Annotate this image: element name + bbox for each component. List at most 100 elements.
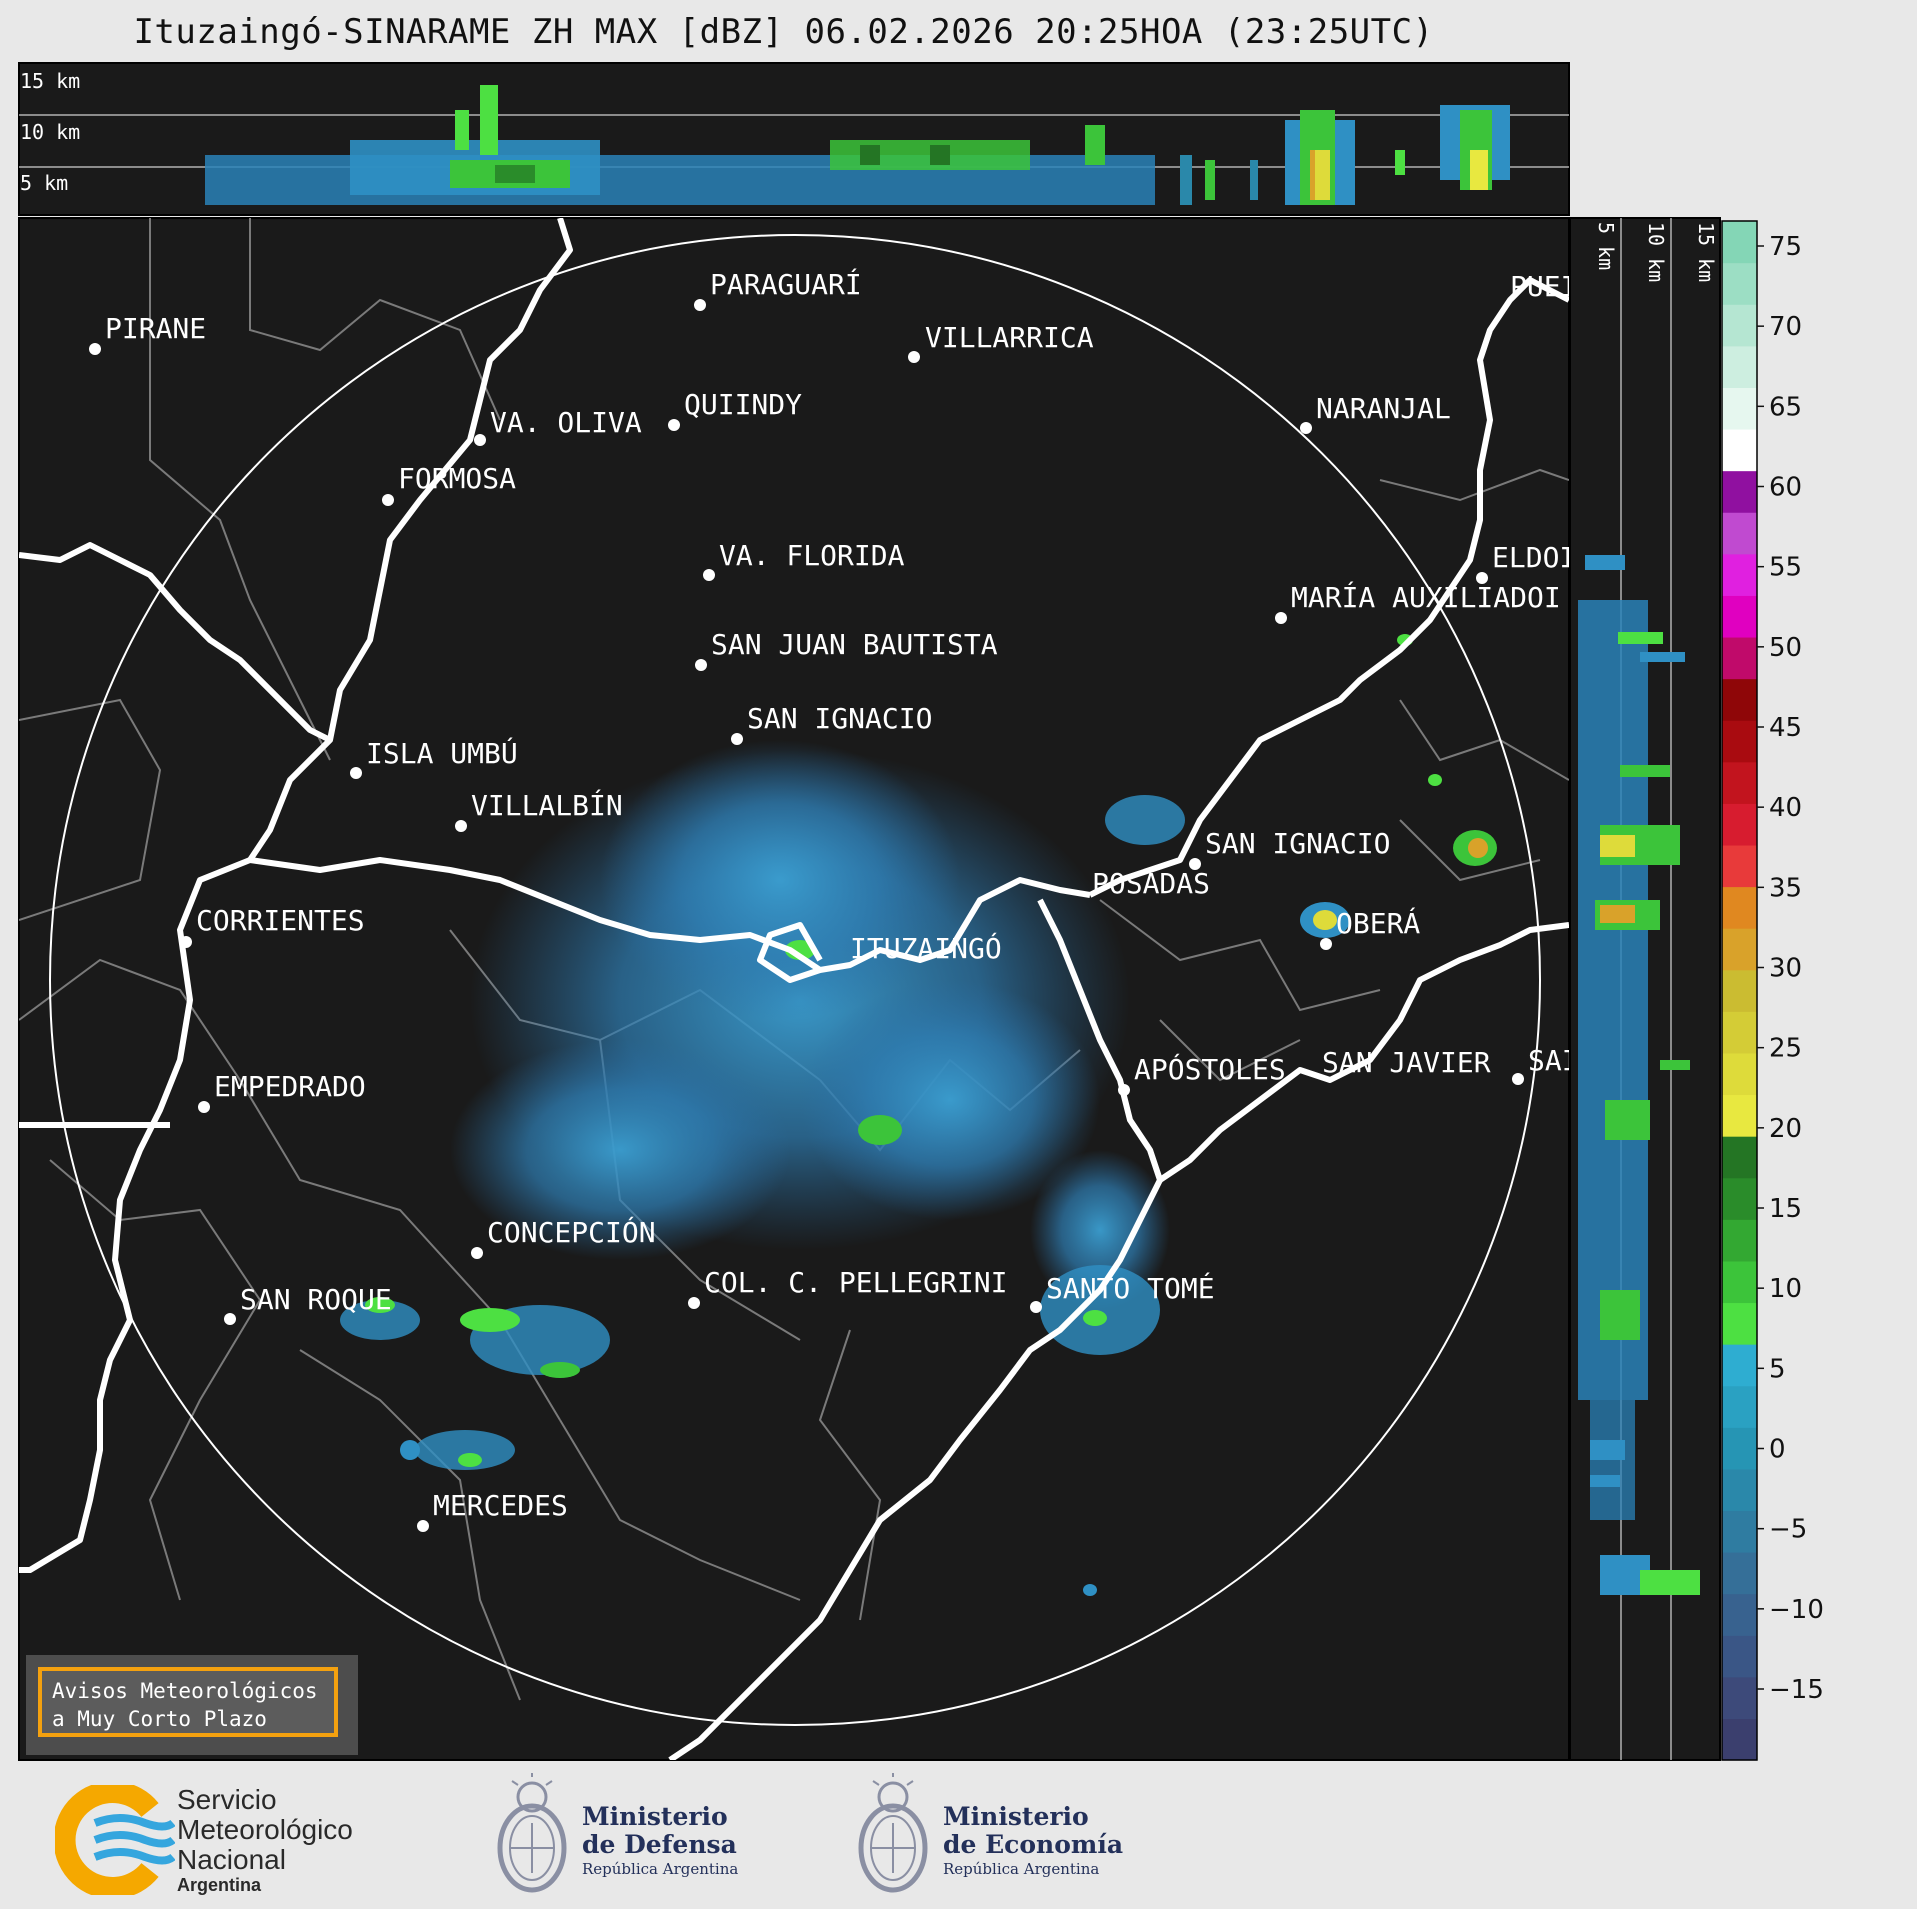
range-ring [49,234,1541,1726]
colorbar-swatch [1722,886,1757,929]
city-label: MARÍA AUXILIADOI [1291,580,1561,614]
colorbar-tick-label: 70 [1769,312,1802,342]
city-label: PUEI [1510,270,1577,303]
city-label: COL. C. PELLEGRINI [704,1266,1007,1299]
colorbar-tick-label: 20 [1769,1114,1802,1144]
city-marker [703,569,715,581]
colorbar-swatch [1722,1302,1757,1345]
city-marker [1118,1084,1130,1096]
city-marker [1275,612,1287,624]
city-marker [89,343,101,355]
city-label: PIRANE [105,312,206,345]
colorbar-swatch [1722,1385,1757,1428]
warning-line-2: a Muy Corto Plazo [52,1707,267,1731]
colorbar-swatch [1722,1468,1757,1512]
city-marker [180,936,192,948]
colorbar-tick-label: 55 [1769,553,1802,583]
city-label: SAN JUAN BAUTISTA [711,628,998,661]
city-marker [1189,858,1201,870]
defensa-line-1: Ministerio [582,1802,728,1831]
city-marker [1320,938,1332,950]
top-profile-label-15km: 15 km [20,69,80,93]
footer-logos: Servicio Meteorológico Nacional Argentin… [0,1765,1917,1909]
colorbar-swatch [1722,1344,1757,1387]
city-label: CORRIENTES [196,904,365,937]
city-label: SAN JAVIER [1322,1046,1491,1079]
city-label: SAN ROQUE [240,1283,392,1316]
city-markers: PIRANE PARAGUARÍ VILLARRICA QUIINDY VA. … [89,267,1579,1532]
province-borders [19,218,1569,1701]
city-label: POSADAS [1092,867,1210,900]
warning-box[interactable]: Avisos Meteorológicos a Muy Corto Plazo [26,1655,358,1755]
city-marker [1512,1073,1524,1085]
warning-button[interactable]: Avisos Meteorológicos a Muy Corto Plazo [38,1667,338,1737]
city-label: APÓSTOLES [1134,1052,1286,1086]
colorbar-tick-label: 60 [1769,473,1802,503]
city-marker [382,494,394,506]
international-borders [19,218,1569,1760]
city-marker [417,1520,429,1532]
colorbar-tick-label: −15 [1769,1675,1824,1705]
city-marker [731,733,743,745]
colorbar-tick-label: 15 [1769,1194,1802,1224]
colorbar-tick-label: 0 [1769,1435,1786,1465]
smn-logo: Servicio Meteorológico Nacional Argentin… [53,1781,353,1899]
colorbar-tick-label: 50 [1769,633,1802,663]
city-label: NARANJAL [1316,392,1451,425]
city-marker [1300,422,1312,434]
smn-line-3: Nacional [177,1844,286,1875]
colorbar-tick-label: 75 [1769,232,1802,262]
city-label: CONCEPCIÓN [487,1215,656,1249]
smn-line-1: Servicio [177,1784,277,1815]
side-profile-label-15km: 15 km [1694,222,1718,282]
colorbar-swatch [1722,428,1757,472]
warning-line-1: Avisos Meteorológicos [52,1679,318,1703]
colorbar-swatch [1722,1552,1757,1595]
city-marker [694,299,706,311]
city-marker [224,1313,236,1325]
colorbar-swatch [1722,1177,1757,1220]
top-profile-label-10km: 10 km [20,120,80,144]
city-label: PARAGUARÍ [710,267,862,301]
city-label: VA. OLIVA [490,406,642,439]
colorbar-swatch [1722,1635,1757,1678]
city-label: VILLALBÍN [471,788,623,822]
colorbar-swatch [1722,221,1757,264]
colorbar-swatch [1722,553,1757,596]
colorbar-swatch [1722,1052,1757,1096]
colorbar-tick-label: 30 [1769,954,1802,984]
city-marker [350,767,362,779]
side-height-profile: 5 km 10 km 15 km [1569,217,1721,1761]
city-marker [695,659,707,671]
city-label: QUIINDY [684,388,802,421]
city-label: SANTO TOMÉ [1046,1271,1215,1305]
colorbar-swatch [1722,636,1757,680]
colorbar-swatch [1722,1510,1757,1553]
smn-line-2: Meteorológico [177,1814,353,1845]
colorbar-swatch [1722,1718,1757,1761]
city-marker [668,419,680,431]
city-label: EMPEDRADO [214,1070,366,1103]
colorbar-swatch [1722,1094,1757,1137]
city-marker [688,1297,700,1309]
colorbar-swatch [1722,470,1757,513]
side-profile-label-10km: 10 km [1644,222,1668,282]
colorbar-swatch [1722,928,1757,971]
city-label: SAN IGNACIO [747,702,932,735]
economia-logo: Ministerio de Economía República Argenti… [853,1773,1123,1907]
colorbar-tick-label: 10 [1769,1274,1802,1304]
colorbar-tick-label: 5 [1769,1354,1786,1384]
colorbar-tick-label: −10 [1769,1595,1824,1625]
economia-line-3: República Argentina [943,1860,1100,1878]
city-label: SAI [1528,1044,1579,1077]
colorbar-swatch [1722,1136,1757,1179]
defensa-logo: Ministerio de Defensa República Argentin… [492,1773,738,1907]
colorbar-swatch [1722,1427,1757,1470]
colorbar-swatch [1722,512,1757,555]
city-label: SAN IGNACIO [1205,827,1390,860]
city-marker [455,820,467,832]
city-marker [1476,572,1488,584]
city-label: ISLA UMBÚ [366,736,518,770]
economia-line-2: de Economía [943,1830,1124,1859]
